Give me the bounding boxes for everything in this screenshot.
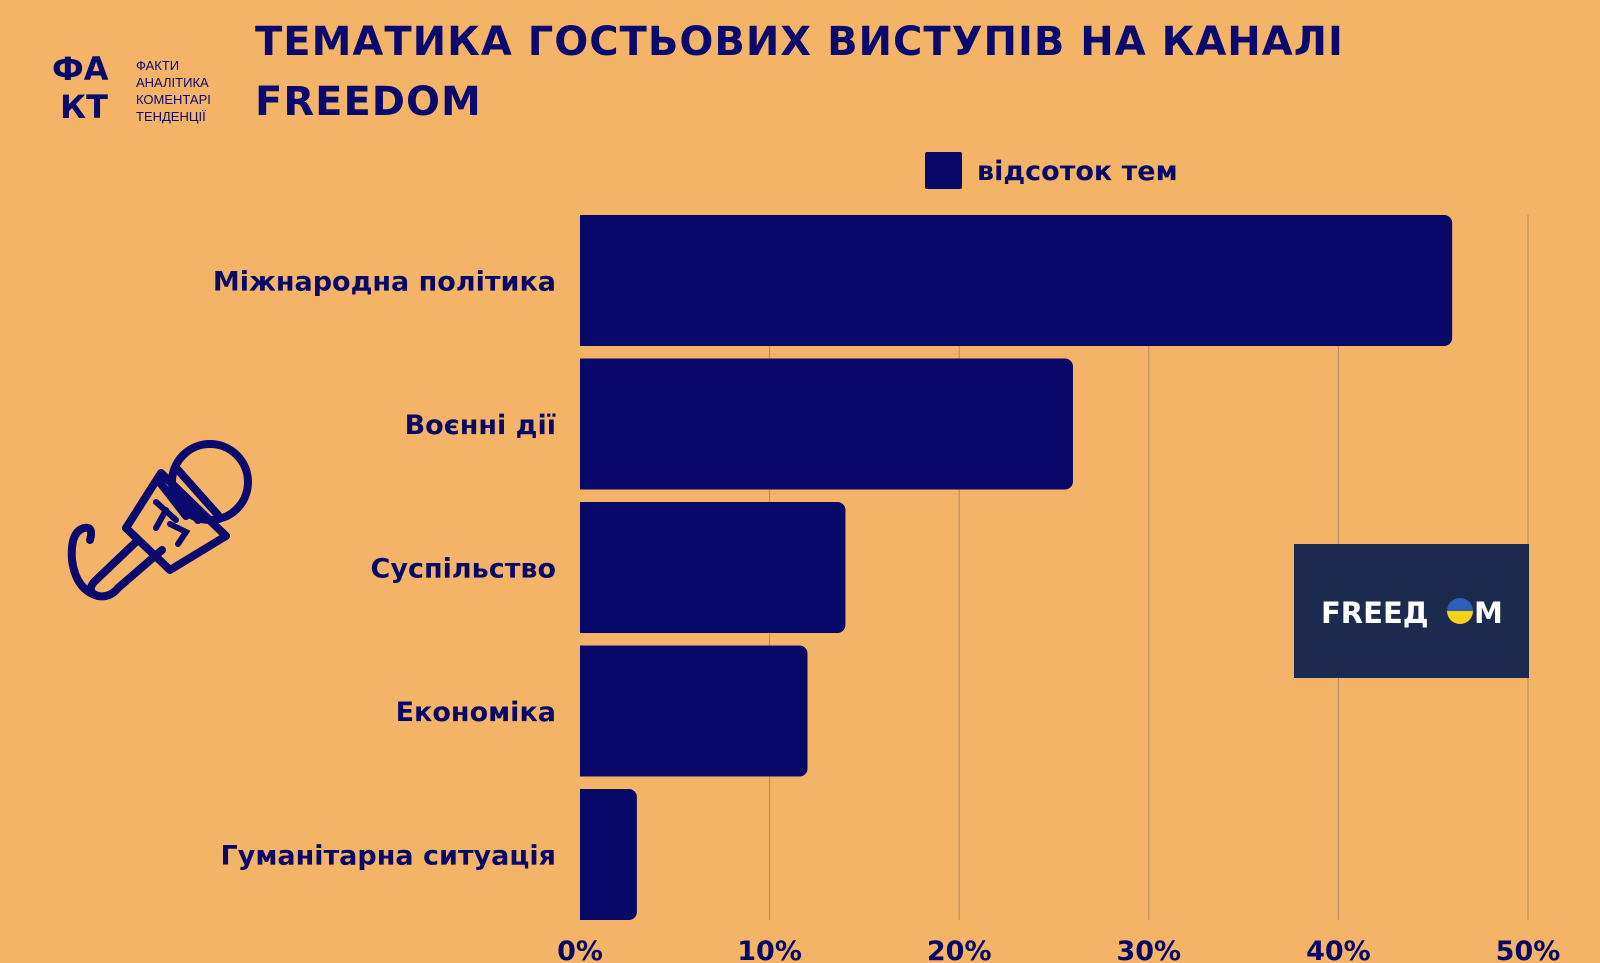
category-label: Воєнні дії — [405, 410, 556, 441]
bars — [580, 215, 1453, 920]
logo-line-4: ТЕНДЕНЦІЇ — [136, 109, 206, 124]
bar — [580, 358, 1073, 490]
ukraine-flag-circle — [1446, 598, 1473, 624]
freedom-wordmark: FREEД M — [1321, 596, 1503, 630]
x-tick-label: 30% — [1116, 936, 1181, 963]
x-tick-label: 0% — [557, 936, 603, 963]
bar-base — [580, 215, 590, 346]
x-tick-label: 20% — [927, 936, 992, 963]
fakt-logo: ФА КТ ФАКТИ АНАЛІТИКА КОМЕНТАРІ ТЕНДЕНЦІ… — [52, 50, 211, 125]
svg-text:FREEД: FREEД — [1321, 596, 1429, 630]
logo-line-2: АНАЛІТИКА — [136, 75, 209, 90]
x-tick-labels: 0% 10% 20% 30% 40% 50% — [557, 936, 1560, 963]
bar-base — [580, 502, 590, 633]
bar — [580, 645, 808, 777]
bar-base — [580, 645, 590, 777]
bar-base — [580, 789, 590, 920]
logo-mark-top: ФА — [52, 50, 109, 88]
legend: відсоток тем — [925, 152, 1178, 189]
x-tick-label: 50% — [1496, 936, 1561, 963]
bar — [580, 789, 637, 920]
chart-title: ТЕМАТИКА ГОСТЬОВИХ ВИСТУПІВ НА КАНАЛІ FR… — [255, 19, 1344, 125]
legend-label: відсоток тем — [977, 156, 1178, 187]
category-label: Гуманітарна ситуація — [221, 841, 556, 872]
bar — [580, 502, 846, 633]
bar-base — [580, 358, 590, 490]
logo-line-1: ФАКТИ — [136, 58, 179, 73]
logo-line-3: КОМЕНТАРІ — [136, 92, 211, 107]
category-labels: Міжнародна політика Воєнні дії Суспільство… — [213, 267, 556, 872]
category-label: Суспільство — [371, 554, 556, 585]
legend-swatch — [925, 152, 962, 189]
freedom-logo: FREEД M — [1294, 544, 1529, 678]
category-label: Міжнародна політика — [213, 267, 556, 298]
bar — [580, 215, 1453, 346]
microphone-tv-icon — [67, 440, 252, 601]
category-label: Економіка — [396, 697, 556, 728]
x-tick-label: 10% — [737, 936, 802, 963]
svg-text:M: M — [1474, 596, 1503, 630]
x-tick-label: 40% — [1306, 936, 1371, 963]
logo-mark-bottom: КТ — [60, 88, 108, 125]
